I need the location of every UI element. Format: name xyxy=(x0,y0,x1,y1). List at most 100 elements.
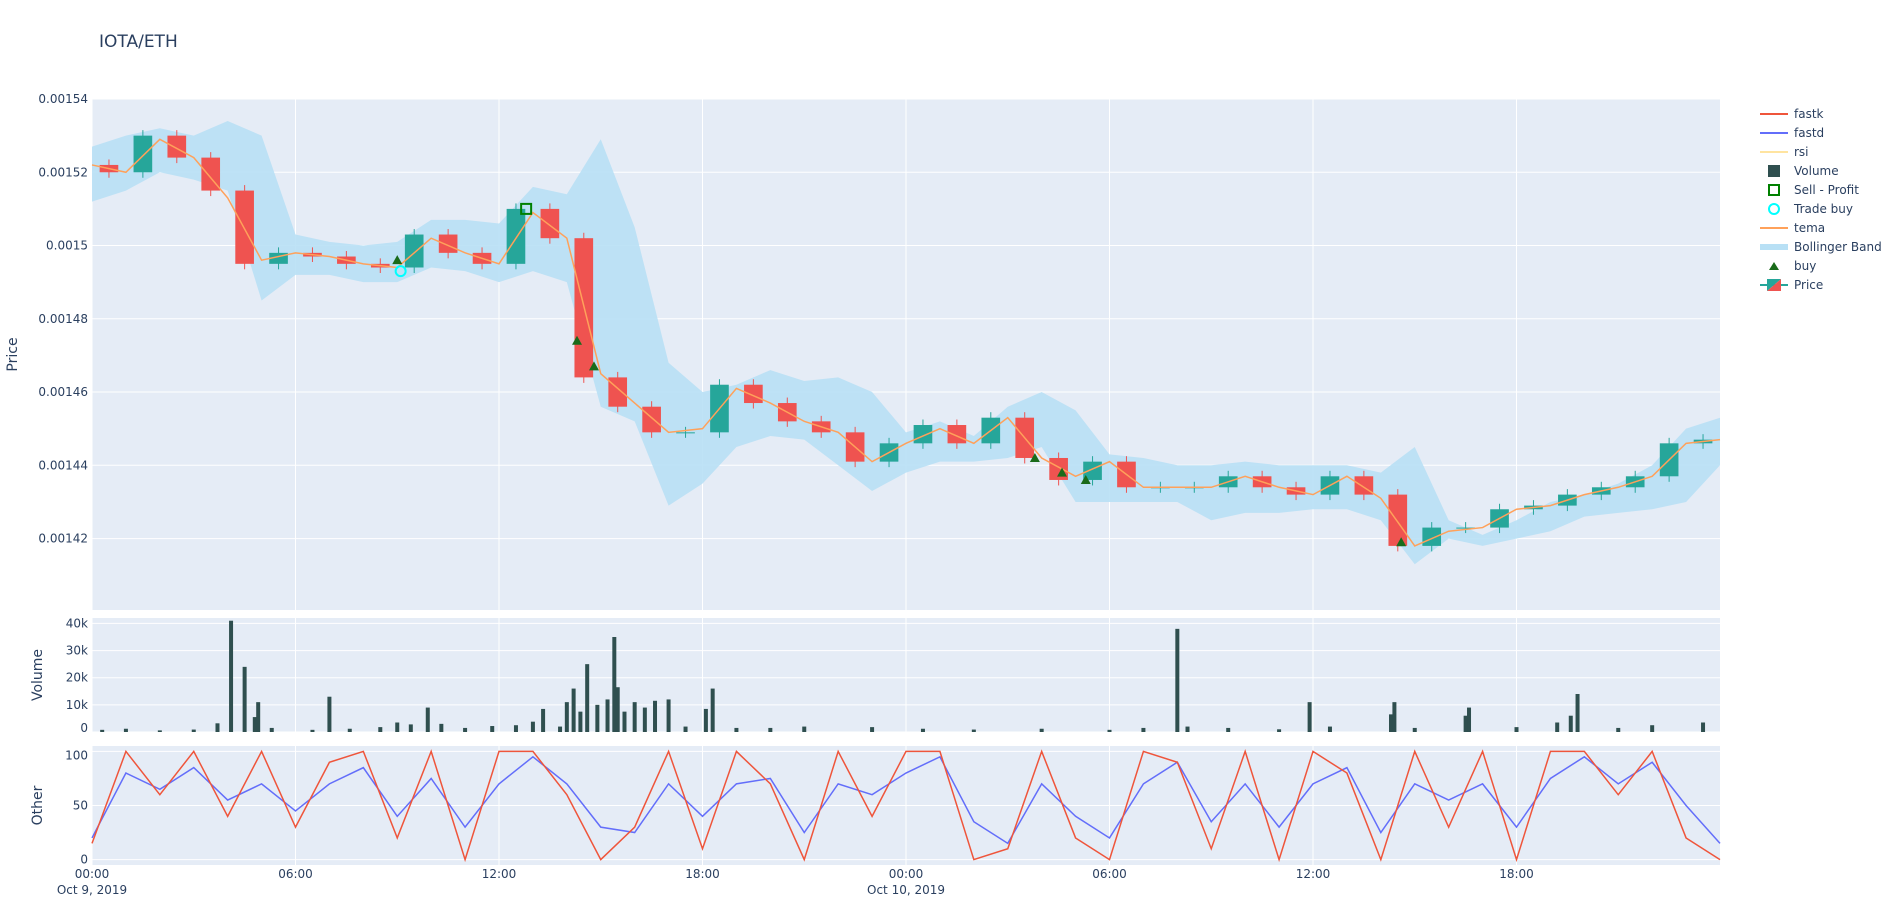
volume-bar xyxy=(870,727,875,732)
y-tick-label: 0.0015 xyxy=(46,239,88,253)
volume-bar xyxy=(1701,722,1706,732)
legend-buy-icon xyxy=(1769,262,1779,270)
candle-body xyxy=(913,425,933,444)
volume-bar xyxy=(395,722,400,732)
candle-body xyxy=(947,425,967,444)
volume-bar xyxy=(571,688,576,732)
legend-label: Price xyxy=(1794,278,1823,292)
legend-tradebuy-icon xyxy=(1768,203,1780,215)
y-axis-label: Volume xyxy=(30,649,46,701)
volume-bar xyxy=(920,728,925,732)
volume-bar xyxy=(1555,722,1560,732)
volume-bar xyxy=(157,730,162,732)
volume-bar xyxy=(1307,702,1312,732)
volume-bar xyxy=(585,664,590,732)
volume-bar xyxy=(710,688,715,732)
volume-bar xyxy=(971,729,976,732)
volume-bar xyxy=(1175,628,1180,732)
candle-body xyxy=(167,135,187,158)
volume-bar xyxy=(439,723,444,732)
volume-bar xyxy=(1277,729,1282,732)
candle-body xyxy=(676,432,695,434)
volume-bar xyxy=(463,727,468,732)
volume-bar xyxy=(1467,707,1472,732)
y-tick-label: 100 xyxy=(65,748,88,762)
volume-bar xyxy=(622,711,627,732)
volume-bar xyxy=(215,723,220,732)
volume-bar xyxy=(425,707,430,732)
candle-body xyxy=(1388,494,1408,546)
x-tick-label: 00:00 xyxy=(889,867,924,881)
fastk-line xyxy=(91,749,1721,863)
candle-body xyxy=(269,252,288,264)
volume-bar xyxy=(242,666,247,732)
volume-bar xyxy=(490,726,495,732)
volume-bar xyxy=(1650,725,1655,732)
volume-bar xyxy=(1392,702,1397,732)
volume-bar xyxy=(1514,727,1519,732)
volume-bar xyxy=(605,699,610,732)
volume-bar xyxy=(1141,727,1146,732)
volume-bar xyxy=(683,726,688,732)
y-tick-label: 20k xyxy=(66,671,88,685)
volume-bar xyxy=(1575,694,1580,732)
volume-bar xyxy=(1226,727,1231,732)
buy-marker xyxy=(1057,467,1068,477)
candle-body xyxy=(744,384,763,404)
x-tick-label: 18:00 xyxy=(685,867,720,881)
buy-marker xyxy=(392,255,403,265)
buy-marker xyxy=(1396,537,1407,547)
candle-body xyxy=(133,135,153,173)
volume-bar xyxy=(1185,726,1190,732)
volume-bar xyxy=(703,708,708,732)
legend-label: tema xyxy=(1794,221,1825,235)
candle-body xyxy=(1456,527,1475,529)
volume-bar xyxy=(1389,714,1394,732)
candle-body xyxy=(235,190,254,264)
tema-line xyxy=(91,138,1721,547)
volume-bar xyxy=(1107,729,1112,732)
volume-bar xyxy=(378,727,383,732)
legend-label: fastd xyxy=(1794,126,1824,140)
volume-bar xyxy=(612,637,617,732)
buy-marker xyxy=(572,335,583,345)
y-tick-label: 0.00144 xyxy=(38,458,88,472)
y-tick-label: 0 xyxy=(80,721,88,735)
x-tick-label: 06:00 xyxy=(278,867,313,881)
y-axis-label: Price xyxy=(5,337,21,371)
volume-bar xyxy=(642,707,647,732)
legend-price-down-icon xyxy=(1767,279,1781,291)
legend-volume-icon xyxy=(1768,165,1780,177)
volume-bar xyxy=(1327,726,1332,732)
volume-bar xyxy=(513,725,518,732)
volume-bar xyxy=(252,717,257,732)
candle-body xyxy=(506,208,526,264)
volume-bar xyxy=(269,727,274,732)
y-tick-label: 50 xyxy=(73,799,88,813)
volume-bar xyxy=(541,708,546,732)
x-tick-date: Oct 10, 2019 xyxy=(867,883,945,897)
volume-bar xyxy=(1616,727,1621,732)
volume-bar xyxy=(1568,715,1573,732)
legend-label: Sell - Profit xyxy=(1794,183,1859,197)
sell-profit-marker xyxy=(520,202,533,215)
candle-body xyxy=(1049,457,1068,480)
y-tick-label: 0.00146 xyxy=(38,385,88,399)
volume-bar xyxy=(1463,715,1468,732)
volume-bar xyxy=(191,729,196,732)
y-tick-label: 0.00142 xyxy=(38,532,88,546)
volume-bar xyxy=(632,702,637,732)
volume-bar xyxy=(564,702,569,732)
x-tick-label: 00:00 xyxy=(75,867,110,881)
volume-bar xyxy=(1412,727,1417,732)
chart-title: IOTA/ETH xyxy=(99,32,178,52)
y-tick-label: 10k xyxy=(66,698,88,712)
x-tick-label: 18:00 xyxy=(1499,867,1534,881)
volume-bar xyxy=(408,724,413,732)
volume-bar xyxy=(347,728,352,732)
volume-bar xyxy=(256,702,261,732)
bollinger-band xyxy=(92,120,1720,565)
y-tick-label: 40k xyxy=(66,616,88,630)
